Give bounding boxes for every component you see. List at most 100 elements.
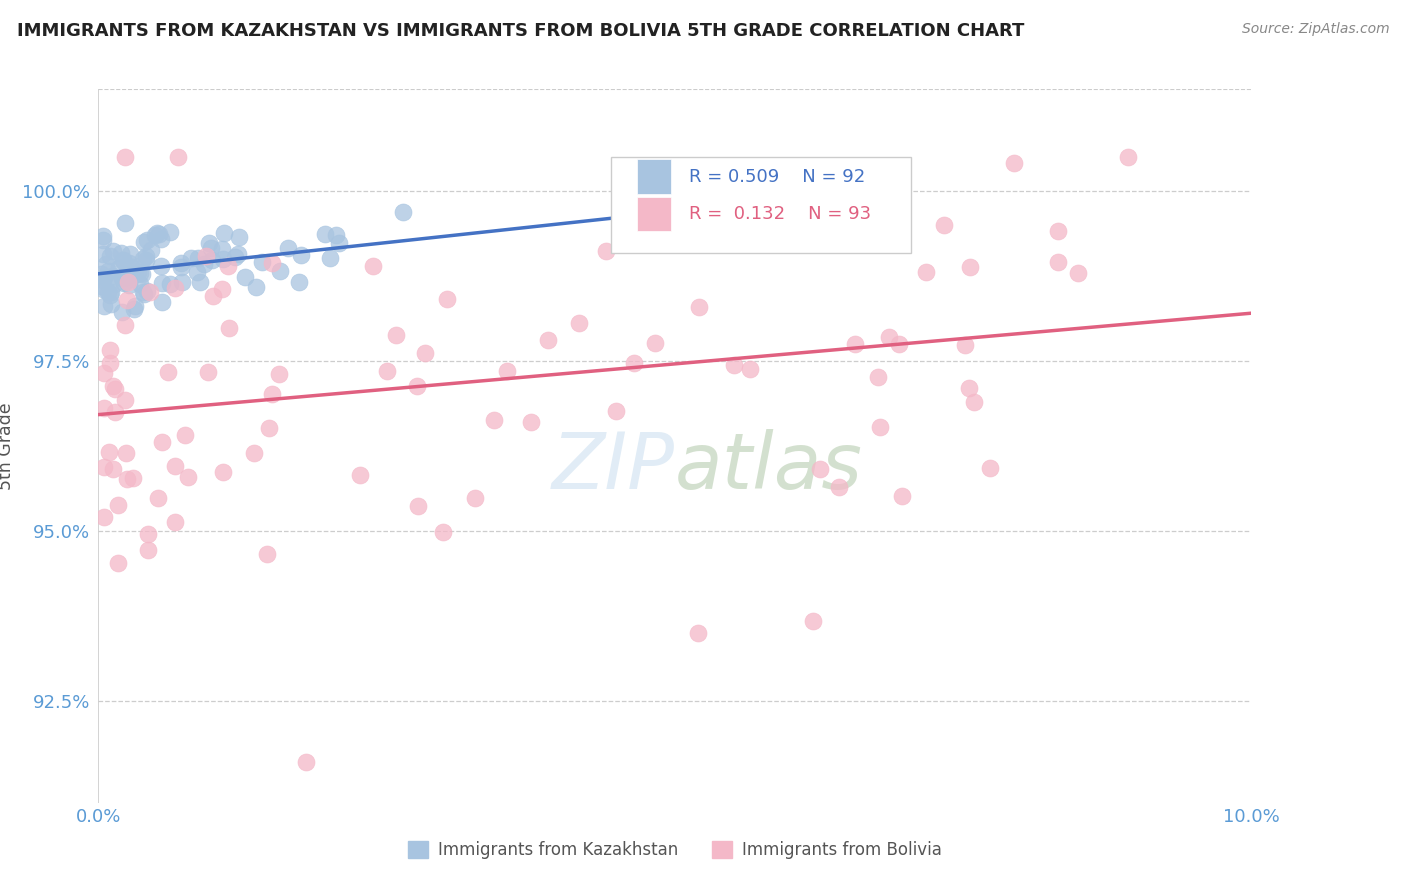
Point: [187, 252, 209, 266]
Text: ZIP: ZIP: [553, 429, 675, 506]
Point: [801, 614, 824, 628]
Point: [111, 271, 134, 285]
Point: [112, 276, 135, 290]
Point: [148, 227, 170, 241]
Point: [686, 626, 709, 640]
Point: [212, 465, 235, 479]
Point: [93, 270, 115, 285]
Point: [114, 269, 136, 284]
Point: [100, 285, 122, 299]
Point: [180, 251, 202, 265]
Point: [139, 285, 162, 299]
Point: [138, 542, 160, 557]
Point: [107, 260, 129, 275]
Point: [256, 547, 278, 561]
Point: [159, 226, 181, 240]
Point: [132, 252, 155, 266]
Point: [464, 491, 486, 505]
Legend: Immigrants from Kazakhstan, Immigrants from Bolivia: Immigrants from Kazakhstan, Immigrants f…: [402, 834, 948, 866]
Point: [115, 446, 138, 460]
Point: [93, 299, 115, 313]
Point: [290, 248, 312, 262]
Point: [200, 252, 222, 267]
Point: [1002, 156, 1025, 170]
Point: [1046, 254, 1069, 268]
Point: [115, 265, 138, 279]
Point: [537, 334, 560, 348]
Point: [211, 242, 233, 256]
Point: [408, 500, 430, 514]
Point: [496, 363, 519, 377]
Point: [186, 265, 208, 279]
Point: [568, 316, 591, 330]
Point: [122, 301, 145, 316]
Point: [163, 458, 186, 473]
Point: [375, 364, 398, 378]
Point: [93, 228, 115, 243]
Point: [104, 405, 127, 419]
Point: [152, 435, 174, 450]
Point: [135, 249, 157, 263]
Point: [114, 216, 136, 230]
Point: [217, 259, 239, 273]
Point: [114, 150, 136, 164]
Point: [90, 267, 112, 281]
Point: [117, 256, 139, 270]
Point: [808, 462, 831, 476]
Point: [349, 467, 371, 482]
Point: [150, 294, 173, 309]
Point: [177, 470, 200, 484]
Bar: [637, 197, 672, 231]
Point: [198, 235, 221, 250]
Point: [150, 276, 173, 290]
Point: [262, 387, 284, 401]
Point: [963, 394, 986, 409]
Point: [136, 285, 159, 299]
Point: [170, 275, 193, 289]
Point: [94, 257, 117, 271]
Point: [101, 462, 124, 476]
Point: [193, 257, 215, 271]
Point: [146, 491, 169, 505]
Point: [188, 275, 211, 289]
Point: [111, 254, 134, 268]
Point: [93, 509, 115, 524]
Point: [361, 259, 384, 273]
Point: [891, 490, 914, 504]
Point: [1116, 150, 1139, 164]
Point: [104, 383, 127, 397]
Point: [90, 278, 112, 293]
Point: [609, 161, 631, 175]
Point: [174, 427, 197, 442]
Point: [98, 356, 121, 370]
Point: [145, 227, 167, 242]
Point: [245, 280, 267, 294]
Point: [127, 265, 149, 279]
Point: [131, 285, 153, 300]
Point: [97, 264, 120, 278]
Point: [243, 446, 266, 460]
Point: [226, 247, 249, 261]
Point: [124, 299, 146, 313]
Point: [98, 287, 121, 301]
Point: [482, 413, 505, 427]
Point: [257, 421, 280, 435]
Point: [319, 251, 342, 265]
Point: [167, 150, 190, 164]
Point: [91, 246, 114, 260]
Point: [121, 471, 143, 485]
Point: [97, 285, 120, 299]
Point: [124, 267, 146, 281]
Point: [114, 268, 136, 283]
Point: [1066, 266, 1088, 280]
Point: [277, 241, 299, 255]
Point: [211, 282, 233, 296]
Point: [269, 367, 291, 381]
Point: [1047, 224, 1070, 238]
Point: [163, 281, 186, 295]
Y-axis label: 5th Grade: 5th Grade: [0, 402, 15, 490]
Point: [197, 365, 219, 379]
Point: [436, 292, 458, 306]
Point: [111, 305, 134, 319]
Point: [201, 288, 224, 302]
